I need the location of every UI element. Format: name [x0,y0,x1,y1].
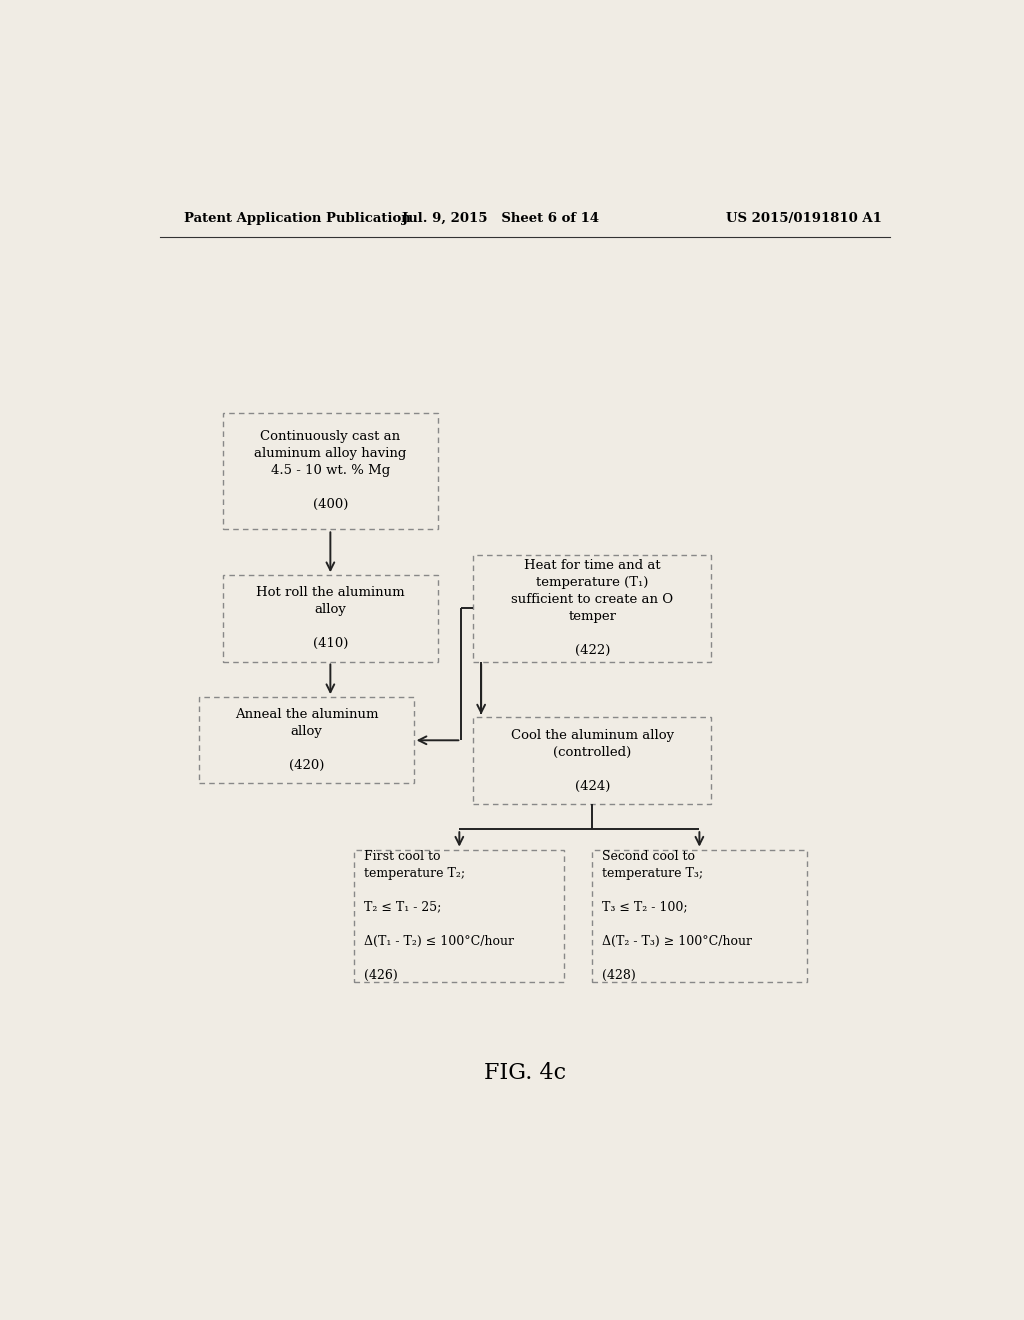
Text: First cool to
temperature T₂;

T₂ ≤ T₁ - 25;

Δ(T₁ - T₂) ≤ 100°C/hour

(426): First cool to temperature T₂; T₂ ≤ T₁ - … [364,850,514,982]
Text: Hot roll the aluminum
alloy

(410): Hot roll the aluminum alloy (410) [256,586,404,651]
Text: Jul. 9, 2015   Sheet 6 of 14: Jul. 9, 2015 Sheet 6 of 14 [402,213,600,224]
Text: Heat for time and at
temperature (T₁)
sufficient to create an O
temper

(422): Heat for time and at temperature (T₁) su… [511,560,674,657]
Text: Patent Application Publication: Patent Application Publication [183,213,411,224]
Bar [473,718,712,804]
Text: Second cool to
temperature T₃;

T₃ ≤ T₂ - 100;

Δ(T₂ - T₃) ≥ 100°C/hour

(428): Second cool to temperature T₃; T₃ ≤ T₂ -… [602,850,752,982]
Bar [592,850,807,982]
Text: US 2015/0191810 A1: US 2015/0191810 A1 [726,213,882,224]
Bar [223,413,437,529]
Bar [473,554,712,661]
Bar [223,576,437,661]
Bar [200,697,414,784]
Text: Continuously cast an
aluminum alloy having
4.5 - 10 wt. % Mg

(400): Continuously cast an aluminum alloy havi… [254,430,407,511]
Text: FIG. 4c: FIG. 4c [483,1063,566,1084]
Bar [354,850,564,982]
Text: Cool the aluminum alloy
(controlled)

(424): Cool the aluminum alloy (controlled) (42… [511,729,674,792]
Text: Anneal the aluminum
alloy

(420): Anneal the aluminum alloy (420) [234,709,378,772]
